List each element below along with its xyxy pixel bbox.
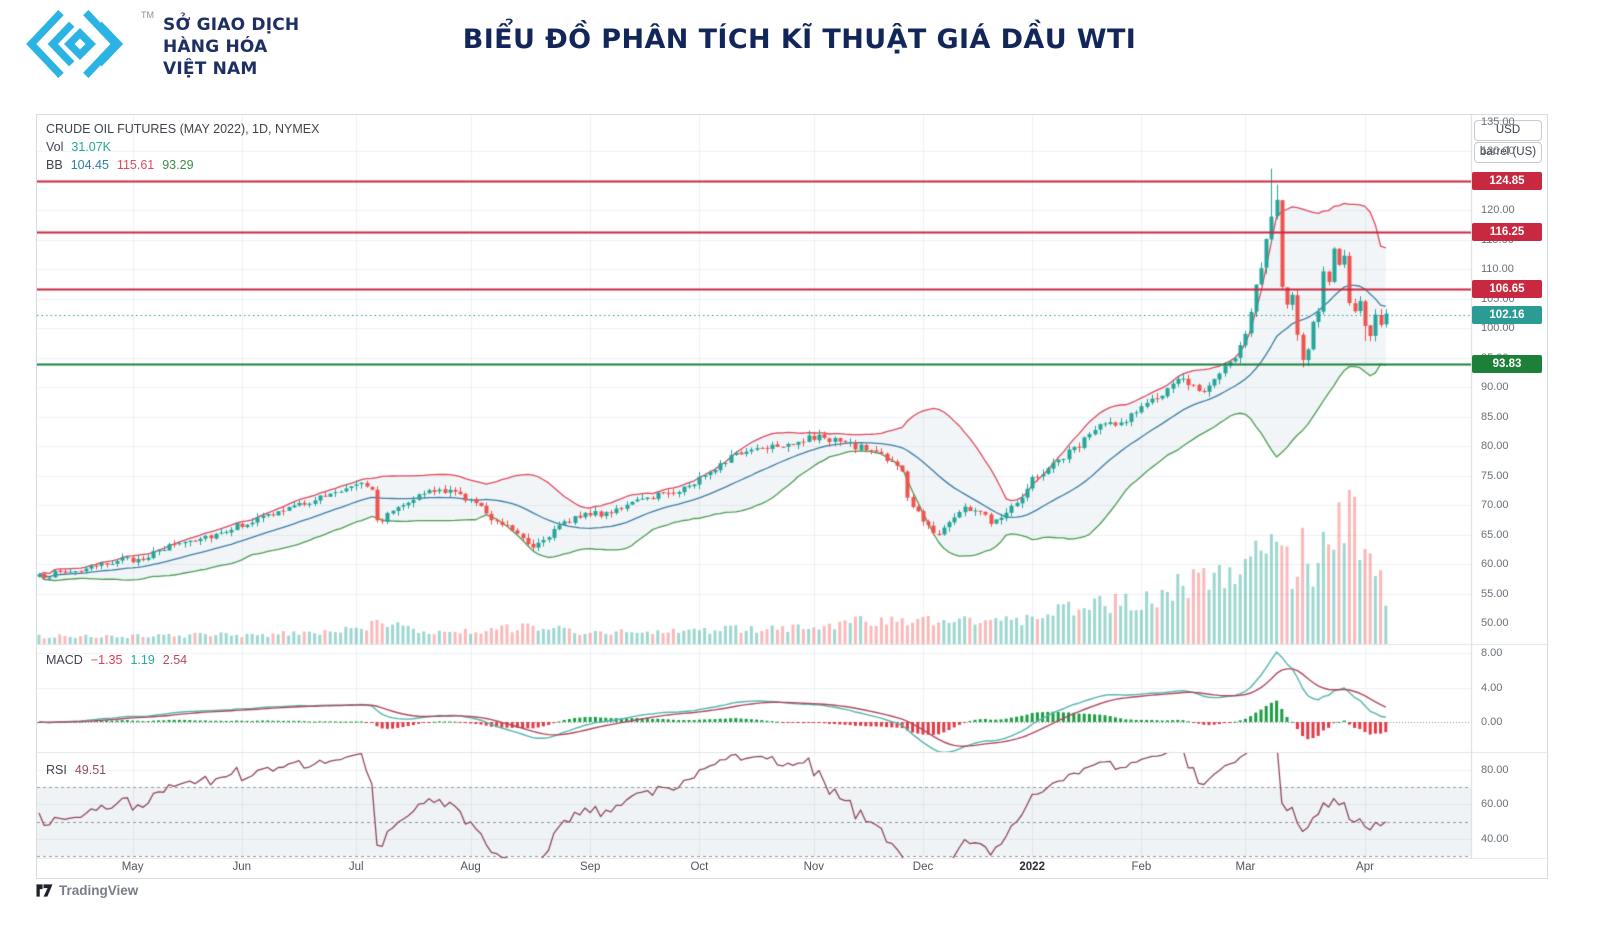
month-label: May bbox=[121, 861, 144, 873]
price-axis[interactable]: USD barrel (US) 50.00 55.00 60.00 65.00 70.0… bbox=[1471, 115, 1547, 858]
mxv-brand: TM SỞ GIAO DỊCH HÀNG HÓA VIỆT NAM bbox=[20, 6, 299, 82]
axis-tick-label: 4.00 bbox=[1481, 681, 1503, 694]
mxv-brand-name: SỞ GIAO DỊCH HÀNG HÓA VIỆT NAM bbox=[163, 14, 299, 80]
axis-tick-label: 0.00 bbox=[1481, 716, 1503, 728]
axis-tick-label: 65.00 bbox=[1481, 528, 1509, 541]
resistance-1-price-badge: 124.85 bbox=[1472, 172, 1542, 191]
last-price-price-badge: 102.16 bbox=[1472, 306, 1542, 325]
axis-tick-label: 120.00 bbox=[1481, 204, 1515, 216]
brand-line-3: VIỆT NAM bbox=[163, 59, 258, 79]
axis-tick-label: 80.00 bbox=[1481, 764, 1509, 776]
support-1-price-badge: 93.83 bbox=[1472, 355, 1542, 374]
rsi-legend: RSI 49.51 bbox=[46, 763, 107, 777]
axis-tick-label: 8.00 bbox=[1481, 647, 1503, 660]
tradingview-label: TradingView bbox=[59, 883, 139, 898]
month-label: Dec bbox=[912, 861, 934, 873]
brand-line-2: HÀNG HÓA bbox=[163, 37, 268, 57]
axis-tick-label: 55.00 bbox=[1481, 587, 1509, 600]
axis-tick-label: 110.00 bbox=[1481, 263, 1514, 275]
axis-tick-label: 85.00 bbox=[1481, 410, 1509, 423]
axis-tick-label: 90.00 bbox=[1481, 381, 1509, 393]
month-label: 2022 bbox=[1019, 861, 1045, 873]
macd-legend: MACD −1.35 1.19 2.54 bbox=[46, 653, 188, 667]
resistance-3-price-badge: 106.65 bbox=[1472, 279, 1542, 298]
month-label: Jul bbox=[348, 861, 364, 873]
axis-tick-label: 75.00 bbox=[1481, 469, 1509, 482]
axis-tick-label: 60.00 bbox=[1481, 798, 1509, 811]
brand-line-1: SỞ GIAO DỊCH bbox=[163, 15, 300, 35]
month-label: Aug bbox=[460, 861, 481, 873]
month-label: Sep bbox=[579, 861, 601, 873]
month-label: Mar bbox=[1235, 861, 1256, 873]
price-chart-canvas[interactable] bbox=[37, 115, 1547, 878]
bollinger-legend: BB 104.45 115.61 93.29 bbox=[46, 158, 194, 172]
axis-tick-label: 60.00 bbox=[1481, 558, 1509, 570]
month-label: Jun bbox=[232, 861, 252, 873]
symbol-title: CRUDE OIL FUTURES (MAY 2022), 1D, NYMEX bbox=[46, 122, 320, 136]
axis-tick-label: 50.00 bbox=[1481, 617, 1509, 629]
currency-unit-badge: USD bbox=[1474, 120, 1542, 141]
month-label: Nov bbox=[803, 861, 825, 873]
axis-tick-label: 135.00 bbox=[1481, 115, 1515, 128]
axis-tick-label: 100.00 bbox=[1481, 322, 1515, 334]
tradingview-attribution[interactable]: TradingView bbox=[36, 883, 138, 898]
month-label: Oct bbox=[690, 861, 709, 873]
axis-tick-label: 130.00 bbox=[1481, 145, 1515, 157]
axis-tick-label: 40.00 bbox=[1481, 832, 1509, 845]
axis-tick-label: 70.00 bbox=[1481, 499, 1509, 511]
main-chart-legend: CRUDE OIL FUTURES (MAY 2022), 1D, NYMEX … bbox=[46, 120, 319, 174]
chart-widget[interactable]: CRUDE OIL FUTURES (MAY 2022), 1D, NYMEX … bbox=[36, 114, 1548, 879]
trademark-symbol: TM bbox=[141, 10, 154, 20]
measure-unit-badge: barrel (US) bbox=[1474, 142, 1542, 163]
time-axis[interactable]: May Jun Jul Aug Sep Oct Nov Dec 2022 Feb Mar Apr bbox=[37, 859, 1547, 878]
tradingview-logo-icon bbox=[36, 884, 53, 897]
mxv-logo-icon bbox=[26, 10, 124, 78]
page-title: BIỂU ĐỒ PHÂN TÍCH KĨ THUẬT GIÁ DẦU WTI bbox=[462, 24, 1137, 55]
axis-tick-label: 80.00 bbox=[1481, 440, 1509, 452]
month-label: Apr bbox=[1356, 861, 1374, 873]
resistance-2-price-badge: 116.25 bbox=[1472, 223, 1542, 242]
month-label: Feb bbox=[1131, 861, 1152, 873]
volume-legend: Vol 31.07K bbox=[46, 140, 112, 154]
